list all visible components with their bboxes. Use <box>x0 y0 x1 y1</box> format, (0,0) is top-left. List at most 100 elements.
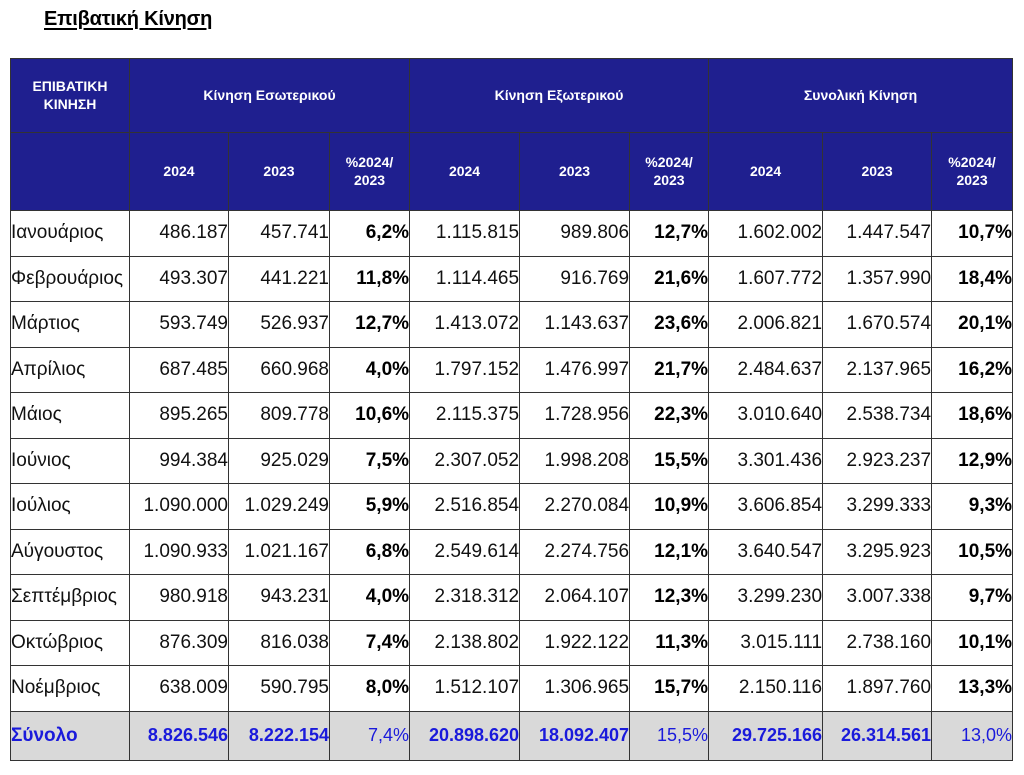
domestic-2023-cell: 660.968 <box>228 346 330 393</box>
international-2024-cell: 2.549.614 <box>409 528 521 575</box>
international-2023-cell: 18.092.407 <box>519 710 631 761</box>
total-2023-cell: 1.357.990 <box>822 255 933 302</box>
total-pct-cell: 10,7% <box>931 210 1014 257</box>
domestic-pct-cell: 7,5% <box>328 437 411 484</box>
international-2023-cell: 1.143.637 <box>519 301 631 348</box>
pct-header: %2024/ 2023 <box>328 132 411 211</box>
total-2024-cell: 2.150.116 <box>708 665 824 712</box>
year-header-2024: 2024 <box>409 132 521 211</box>
international-2023-cell: 989.806 <box>519 210 631 257</box>
international-pct-cell: 12,7% <box>629 210 710 257</box>
international-pct-cell: 10,9% <box>629 483 710 530</box>
domestic-2024-cell: 980.918 <box>129 574 229 621</box>
total-pct-cell: 12,9% <box>931 437 1014 484</box>
month-cell: Ιούνιος <box>10 437 130 484</box>
table-row: Μάρτιος 593.749 526.937 12,7% 1.413.072 1.143… <box>10 301 1014 348</box>
total-pct-cell: 10,1% <box>931 619 1014 666</box>
month-cell: Νοέμβριος <box>10 665 130 712</box>
international-2023-cell: 2.064.107 <box>519 574 631 621</box>
table-row: Απρίλιος 687.485 660.968 4,0% 1.797.152 1.476… <box>10 346 1014 393</box>
month-cell: Οκτώβριος <box>10 619 130 666</box>
international-2023-cell: 1.728.956 <box>519 392 631 439</box>
total-2024-cell: 29.725.166 <box>708 710 824 761</box>
domestic-2024-cell: 486.187 <box>129 210 229 257</box>
international-2024-cell: 2.307.052 <box>409 437 521 484</box>
domestic-pct-cell: 7,4% <box>328 710 411 761</box>
header-row-groups: ΕΠΙΒΑΤΙΚΗ ΚΙΝΗΣΗ Κίνηση Εσωτερικού Κίνησ… <box>10 58 1014 133</box>
table-row: Οκτώβριος 876.309 816.038 7,4% 2.138.802 1.92… <box>10 619 1014 666</box>
domestic-2024-cell: 1.090.000 <box>129 483 229 530</box>
international-2024-cell: 1.797.152 <box>409 346 521 393</box>
total-2024-cell: 3.606.854 <box>708 483 824 530</box>
domestic-pct-cell: 11,8% <box>328 255 411 302</box>
month-cell: Αύγουστος <box>10 528 130 575</box>
total-row: Σύνολο 8.826.546 8.222.154 7,4% 20.898.620 18… <box>10 710 1014 761</box>
table-body: Ιανουάριος 486.187 457.741 6,2% 1.115.815 989… <box>10 210 1014 761</box>
total-pct-cell: 9,7% <box>931 574 1014 621</box>
year-header-2023: 2023 <box>228 132 330 211</box>
domestic-pct-cell: 6,2% <box>328 210 411 257</box>
corner-header: ΕΠΙΒΑΤΙΚΗ ΚΙΝΗΣΗ <box>10 58 130 133</box>
domestic-pct-cell: 7,4% <box>328 619 411 666</box>
total-2024-cell: 3.015.111 <box>708 619 824 666</box>
total-2023-cell: 2.738.160 <box>822 619 933 666</box>
table-row: Ιούλιος 1.090.000 1.029.249 5,9% 2.516.854 2.… <box>10 483 1014 530</box>
domestic-2023-cell: 590.795 <box>228 665 330 712</box>
total-2023-cell: 2.538.734 <box>822 392 933 439</box>
international-2024-cell: 2.115.375 <box>409 392 521 439</box>
domestic-2024-cell: 994.384 <box>129 437 229 484</box>
domestic-2024-cell: 876.309 <box>129 619 229 666</box>
month-cell: Απρίλιος <box>10 346 130 393</box>
month-cell: Σύνολο <box>10 710 130 761</box>
year-header-2024: 2024 <box>129 132 229 211</box>
page-title: Επιβατική Κίνηση <box>44 8 213 30</box>
total-2023-cell: 3.295.923 <box>822 528 933 575</box>
domestic-2024-cell: 593.749 <box>129 301 229 348</box>
total-pct-cell: 16,2% <box>931 346 1014 393</box>
domestic-2023-cell: 943.231 <box>228 574 330 621</box>
total-2023-cell: 2.923.237 <box>822 437 933 484</box>
domestic-2024-cell: 687.485 <box>129 346 229 393</box>
total-2024-cell: 3.301.436 <box>708 437 824 484</box>
international-pct-cell: 21,6% <box>629 255 710 302</box>
international-pct-cell: 12,3% <box>629 574 710 621</box>
domestic-pct-cell: 4,0% <box>328 574 411 621</box>
total-2024-cell: 1.602.002 <box>708 210 824 257</box>
year-header-2023: 2023 <box>822 132 933 211</box>
table-row: Νοέμβριος 638.009 590.795 8,0% 1.512.107 1.30… <box>10 665 1014 712</box>
total-2023-cell: 3.007.338 <box>822 574 933 621</box>
domestic-2024-cell: 1.090.933 <box>129 528 229 575</box>
year-header-2024: 2024 <box>708 132 824 211</box>
international-2024-cell: 1.512.107 <box>409 665 521 712</box>
international-2024-cell: 2.138.802 <box>409 619 521 666</box>
empty-header-cell <box>10 132 130 211</box>
international-2023-cell: 1.476.997 <box>519 346 631 393</box>
international-2024-cell: 1.114.465 <box>409 255 521 302</box>
total-2024-cell: 2.484.637 <box>708 346 824 393</box>
table-row: Φεβρουάριος 493.307 441.221 11,8% 1.114.465 9… <box>10 255 1014 302</box>
international-pct-cell: 23,6% <box>629 301 710 348</box>
domestic-2024-cell: 638.009 <box>129 665 229 712</box>
total-2023-cell: 26.314.561 <box>822 710 933 761</box>
domestic-2023-cell: 457.741 <box>228 210 330 257</box>
international-2023-cell: 1.998.208 <box>519 437 631 484</box>
total-2023-cell: 3.299.333 <box>822 483 933 530</box>
domestic-2024-cell: 895.265 <box>129 392 229 439</box>
domestic-2023-cell: 1.029.249 <box>228 483 330 530</box>
total-2023-cell: 2.137.965 <box>822 346 933 393</box>
domestic-2023-cell: 1.021.167 <box>228 528 330 575</box>
passenger-traffic-table: ΕΠΙΒΑΤΙΚΗ ΚΙΝΗΣΗ Κίνηση Εσωτερικού Κίνησ… <box>10 58 1014 761</box>
international-pct-cell: 15,5% <box>629 710 710 761</box>
header-row-years: 2024 2023 %2024/ 2023 2024 2023 %2024/ 2… <box>10 132 1014 211</box>
month-cell: Μάιος <box>10 392 130 439</box>
month-cell: Μάρτιος <box>10 301 130 348</box>
month-cell: Ιανουάριος <box>10 210 130 257</box>
group-header-international: Κίνηση Εξωτερικού <box>409 58 710 133</box>
total-2024-cell: 3.299.230 <box>708 574 824 621</box>
international-2023-cell: 1.306.965 <box>519 665 631 712</box>
total-2024-cell: 1.607.772 <box>708 255 824 302</box>
total-2023-cell: 1.670.574 <box>822 301 933 348</box>
domestic-pct-cell: 12,7% <box>328 301 411 348</box>
total-2024-cell: 3.640.547 <box>708 528 824 575</box>
domestic-pct-cell: 5,9% <box>328 483 411 530</box>
